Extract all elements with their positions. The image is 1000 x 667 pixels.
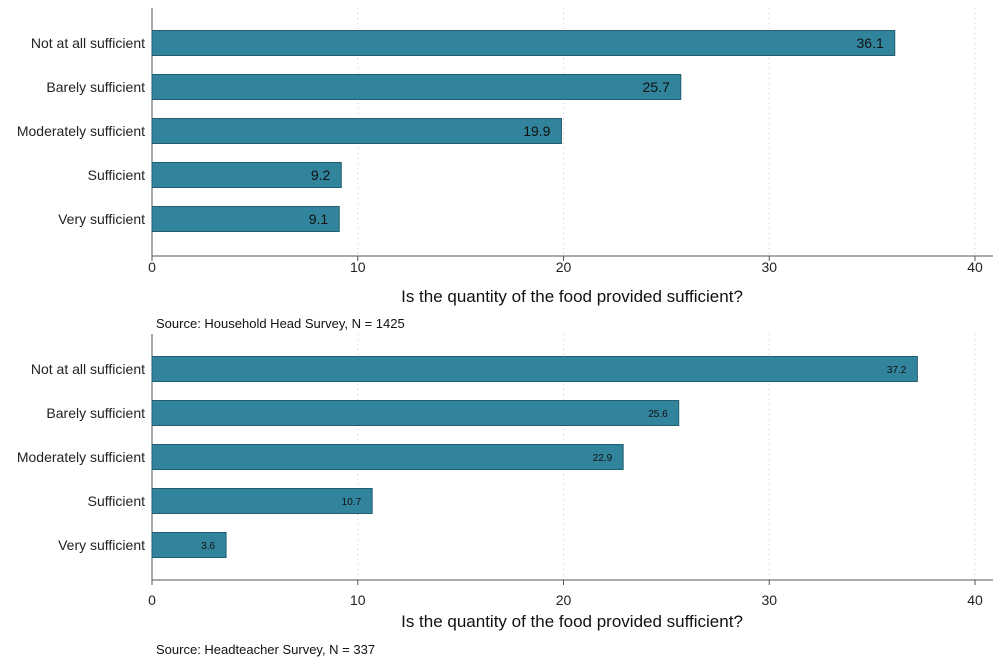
- category-label: Not at all sufficient: [31, 35, 145, 51]
- category-label: Moderately sufficient: [17, 449, 145, 465]
- data-label: 10.7: [342, 497, 362, 508]
- x-axis-title: Is the quantity of the food provided suf…: [401, 287, 743, 306]
- data-label: 37.2: [887, 365, 907, 376]
- category-label: Barely sufficient: [46, 79, 145, 95]
- category-label: Barely sufficient: [46, 405, 145, 421]
- x-tick-label: 30: [761, 592, 777, 608]
- chart-panel-2: 0 10 20 30 40 Not at all sufficient 37.2 Barely…: [17, 334, 993, 657]
- data-label: 25.7: [643, 79, 670, 95]
- bar: [151, 488, 373, 514]
- category-label: Very sufficient: [58, 537, 145, 553]
- source-note: Source: Headteacher Survey, N = 337: [156, 642, 375, 657]
- data-label: 9.1: [309, 211, 329, 227]
- x-tick-label: 30: [761, 259, 777, 275]
- category-label: Not at all sufficient: [31, 361, 145, 377]
- x-tick-label: 0: [148, 592, 156, 608]
- bar: [151, 356, 918, 382]
- category-label: Very sufficient: [58, 211, 145, 227]
- x-axis-title: Is the quantity of the food provided suf…: [401, 612, 743, 631]
- chart-panel-1: 0 10 20 30 40 Not at all sufficient 36.1 Barely…: [17, 8, 993, 331]
- data-label: 36.1: [857, 35, 884, 51]
- bar: [151, 206, 340, 232]
- bar: [151, 400, 680, 426]
- data-label: 19.9: [523, 123, 550, 139]
- x-tick-label: 20: [556, 259, 572, 275]
- bar: [151, 532, 227, 558]
- data-label: 25.6: [648, 409, 668, 420]
- category-label: Sufficient: [88, 493, 145, 509]
- x-tick-label: 10: [350, 592, 366, 608]
- data-label: 9.2: [311, 167, 331, 183]
- x-tick-label: 10: [350, 259, 366, 275]
- x-tick-label: 40: [967, 259, 983, 275]
- bar: [151, 118, 562, 144]
- category-label: Sufficient: [88, 167, 145, 183]
- bar: [151, 74, 682, 100]
- data-label: 3.6: [201, 541, 215, 552]
- bar: [151, 162, 342, 188]
- bar: [151, 30, 896, 56]
- x-tick-label: 40: [967, 592, 983, 608]
- data-label: 22.9: [593, 453, 613, 464]
- category-label: Moderately sufficient: [17, 123, 145, 139]
- source-note: Source: Household Head Survey, N = 1425: [156, 316, 405, 331]
- bar: [151, 444, 624, 470]
- x-tick-label: 0: [148, 259, 156, 275]
- x-tick-label: 20: [556, 592, 572, 608]
